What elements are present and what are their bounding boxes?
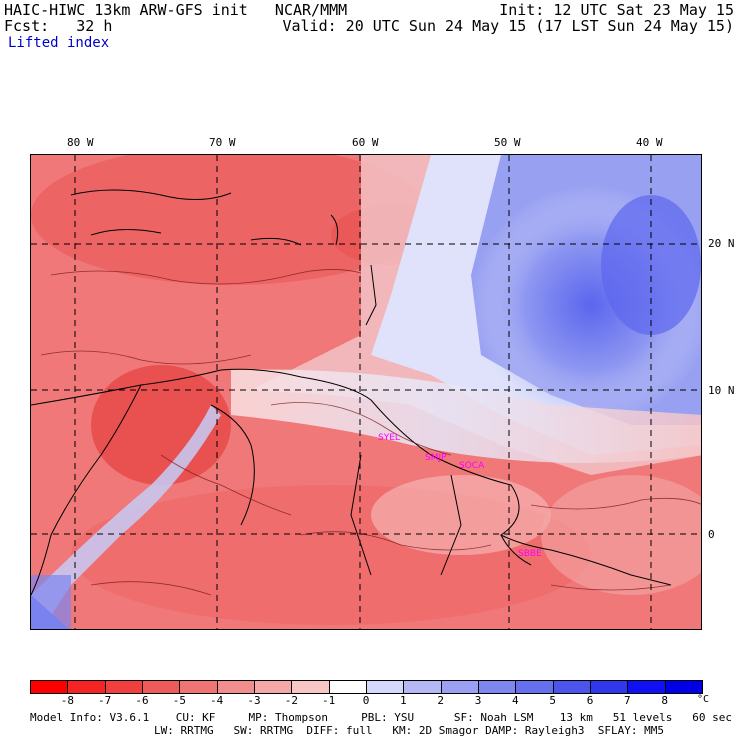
brazil-ne-pale [541,475,701,595]
colorbar-swatch [216,680,255,694]
colorbar-tick-label: -5 [172,694,186,707]
valid-time: Valid: 20 UTC Sun 24 May 15 (17 LST Sun … [282,17,734,35]
colorbar-swatch [552,680,591,694]
field-name: Lifted index [8,35,110,51]
colorbar-swatch [403,680,442,694]
lon-label-70w: 70 W [209,136,236,149]
forecast-hour: Fcst: 32 h [4,17,113,35]
colorbar-swatch [478,680,517,694]
coastlines [31,189,672,596]
colorbar-tick-label: -2 [284,694,298,707]
colorbar-swatch [664,680,703,694]
colorbar-swatch [30,680,69,694]
colorbar-tick-label: 0 [362,694,370,707]
colorbar-tick-label: 1 [400,694,407,707]
lat-label-20n: 20 N [708,237,735,250]
colorbar-tick-label: 2 [437,694,444,707]
colorbar-swatch [291,680,330,694]
colorbar-tick-label: -6 [135,694,149,707]
warm-blob-colombia [91,365,231,485]
colorbar-swatch [104,680,143,694]
guiana-pale [371,475,551,555]
colorbar-tick-label: -4 [210,694,224,707]
lon-label-50w: 50 W [494,136,521,149]
colorbar-tick-label: 5 [549,694,556,707]
colorbar-tick-label: 3 [474,694,482,707]
lon-label-40w: 40 W [636,136,663,149]
warm-blob-caribbean [31,155,431,285]
lon-label-60w: 60 W [352,136,379,149]
colorbar-tick-label: -7 [98,694,112,707]
colorbar-tick-label: 4 [512,694,519,707]
station-smjp: SMJP [425,453,447,463]
colorbar-tick-label: 6 [586,694,594,707]
colorbar-swatch [328,680,367,694]
colorbar-tick-label: 7 [624,694,631,707]
pacific-cool-2 [31,575,71,629]
station-sbbe: SBBE [518,549,542,559]
colorbar-unit: °C [697,694,710,705]
colorbar-swatch [627,680,666,694]
colorbar-swatch [366,680,405,694]
footer-model-info: Model Info: V3.6.1 CU: KF MP: Thompson P… [30,711,732,724]
colorbar-swatch [590,680,629,694]
colorbar-tick-label: -8 [60,694,74,707]
map-field-svg [31,155,701,629]
station-syel: SYEL [378,433,400,443]
itcz-band [231,369,701,463]
colorbar-swatch [142,680,181,694]
lat-lon-grid [31,155,701,629]
footer-physics-info: LW: RRTMG SW: RRTMG DIFF: full KM: 2D Sm… [154,724,664,737]
andes-streak [31,405,221,629]
colorbar-swatch [179,680,218,694]
lon-label-80w: 80 W [67,136,94,149]
colorbar-tick-label: 8 [661,694,668,707]
colorbar-swatch [254,680,293,694]
colorbar-swatch [515,680,554,694]
lifted-index-map: SYEL SMJP SOCA SBBE [30,154,702,630]
contours [40,269,701,596]
lat-label-0: 0 [708,528,715,541]
station-soca: SOCA [459,461,485,471]
lat-label-10n: 10 N [708,384,735,397]
model-title: HAIC-HIWC 13km ARW-GFS init NCAR/MMM [4,1,348,19]
colorbar-swatch [440,680,479,694]
colorbar-swatch [67,680,106,694]
init-time: Init: 12 UTC Sat 23 May 15 [499,1,734,19]
colorbar-tick-label: -3 [247,694,261,707]
colorbar-tick-label: -1 [322,694,336,707]
